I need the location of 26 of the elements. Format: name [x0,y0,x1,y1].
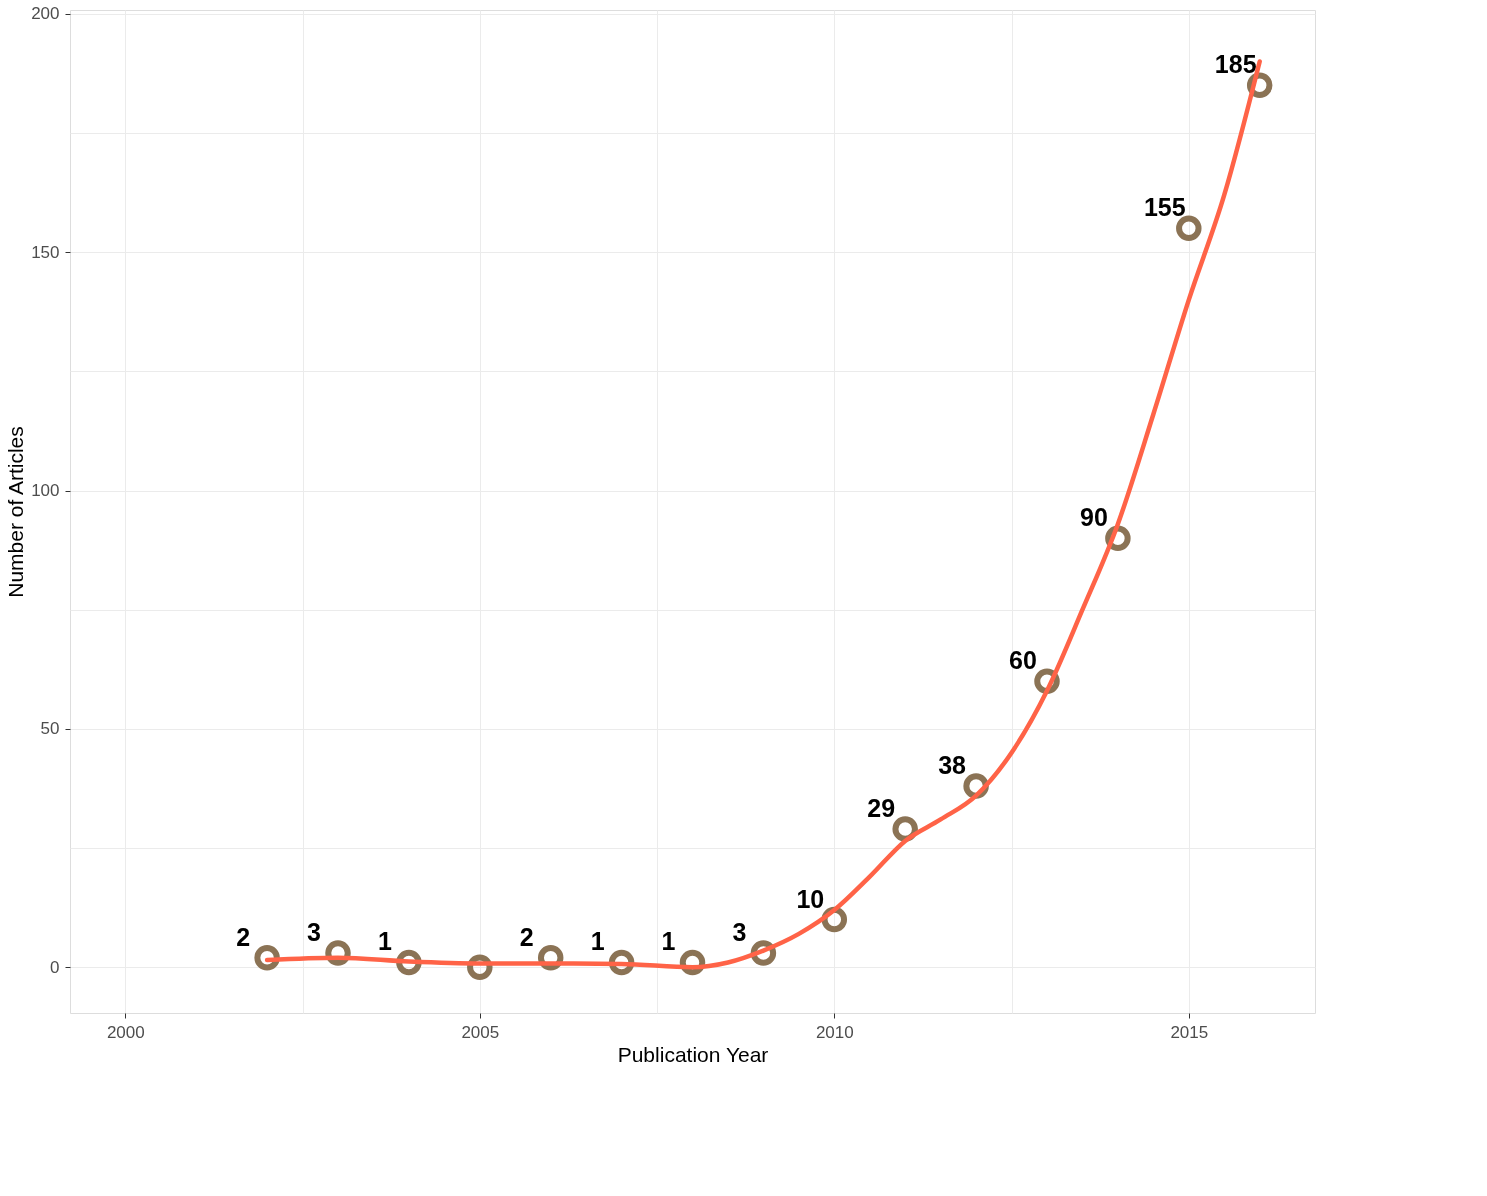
y-tick-label: 50 [40,719,60,739]
y-axis-title: Number of Articles [4,426,28,598]
data-label: 2 [236,922,251,951]
x-tick-label: 2015 [1170,1022,1209,1042]
y-tick-label: 100 [31,481,60,501]
x-axis-title: Publication Year [617,1042,769,1066]
data-label: 90 [1079,503,1108,532]
x-tick-label: 2010 [815,1022,854,1042]
data-label: 155 [1143,193,1186,222]
point [1176,215,1202,242]
y-tick-label: 0 [50,957,60,977]
data-label: 3 [307,917,321,946]
x-tick-label: 2005 [461,1022,500,1042]
data-label: 1 [377,927,392,956]
data-label: 60 [1009,646,1037,675]
data-label: 29 [867,793,896,822]
x-tick-label: 2000 [106,1022,145,1042]
data-label: 1 [590,927,605,956]
data-label: 185 [1214,50,1257,79]
data-label: 1 [661,927,676,956]
y-tick-label: 200 [31,4,60,24]
data-label: 2 [519,922,534,951]
data-label: 38 [938,751,967,780]
data-label: 3 [732,917,747,946]
y-tick-label: 150 [31,242,60,262]
data-label: 10 [796,884,825,913]
